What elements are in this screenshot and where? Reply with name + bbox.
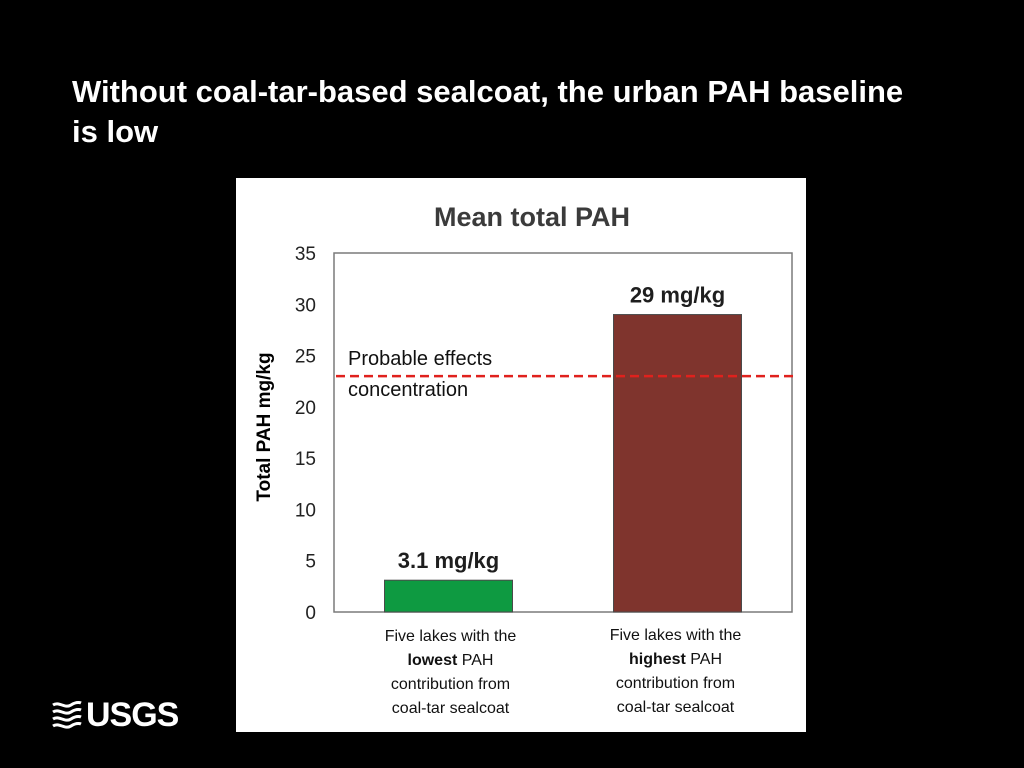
y-tick-label: 10 — [295, 500, 316, 521]
bar-data-label: 3.1 mg/kg — [398, 548, 499, 573]
bar-data-label: 29 mg/kg — [630, 283, 725, 308]
y-axis-label: Total PAH mg/kg — [254, 352, 275, 501]
category-label-line: coal-tar sealcoat — [617, 699, 735, 716]
category-label-segment: Five lakes with the — [610, 627, 742, 644]
reference-line-label: concentration — [348, 379, 468, 401]
category-label-line: contribution from — [391, 676, 510, 693]
category-label-segment: PAH — [457, 652, 493, 669]
usgs-logo: USGS — [52, 696, 179, 734]
y-tick-label: 25 — [295, 347, 316, 368]
reference-line-label: Probable effects — [348, 348, 492, 370]
usgs-wave-icon — [52, 701, 82, 729]
category-label-segment: lowest — [408, 652, 458, 669]
category-label-segment: PAH — [686, 651, 722, 668]
category-label-line: coal-tar sealcoat — [392, 700, 510, 717]
plot-area-frame — [333, 252, 793, 613]
bar — [613, 314, 742, 613]
category-label-segment: highest — [629, 651, 687, 668]
chart-title: Mean total PAH — [434, 202, 630, 232]
category-labels: Five lakes with the lowest PAH contributio… — [385, 627, 742, 717]
category-label-line: lowest PAH — [408, 652, 494, 669]
chart-panel: Mean total PAH Total PAH mg/kg 0 5 10 15 20 2… — [236, 178, 806, 732]
category-label-line: contribution from — [616, 675, 735, 692]
y-tick-label: 35 — [295, 244, 316, 265]
y-tick-label: 5 — [305, 552, 316, 573]
bar-chart: Mean total PAH Total PAH mg/kg 0 5 10 15 20 2… — [254, 202, 796, 717]
category-label-segment: contribution from — [616, 675, 735, 692]
y-tick-label: 30 — [295, 295, 316, 316]
category-label-segment: coal-tar sealcoat — [392, 700, 510, 717]
y-tick-label: 15 — [295, 449, 316, 470]
category-label-line: highest PAH — [629, 651, 722, 668]
y-tick-label: 0 — [305, 603, 316, 624]
y-tick-label: 20 — [295, 398, 316, 419]
category-label-segment: coal-tar sealcoat — [617, 699, 735, 716]
category-label-line: Five lakes with the — [610, 627, 742, 644]
usgs-logo-text: USGS — [86, 696, 179, 734]
y-axis-ticks: 0 5 10 15 20 25 30 35 — [295, 244, 316, 624]
reference-line-group: Probable effects concentration — [336, 348, 796, 401]
category-label-segment: contribution from — [391, 676, 510, 693]
category-label-segment: Five lakes with the — [385, 628, 517, 645]
bars: 3.1 mg/kg 29 mg/kg — [384, 283, 742, 613]
category-label-line: Five lakes with the — [385, 628, 517, 645]
slide-title: Without coal-tar-based sealcoat, the urb… — [72, 74, 904, 149]
bar — [384, 579, 513, 613]
